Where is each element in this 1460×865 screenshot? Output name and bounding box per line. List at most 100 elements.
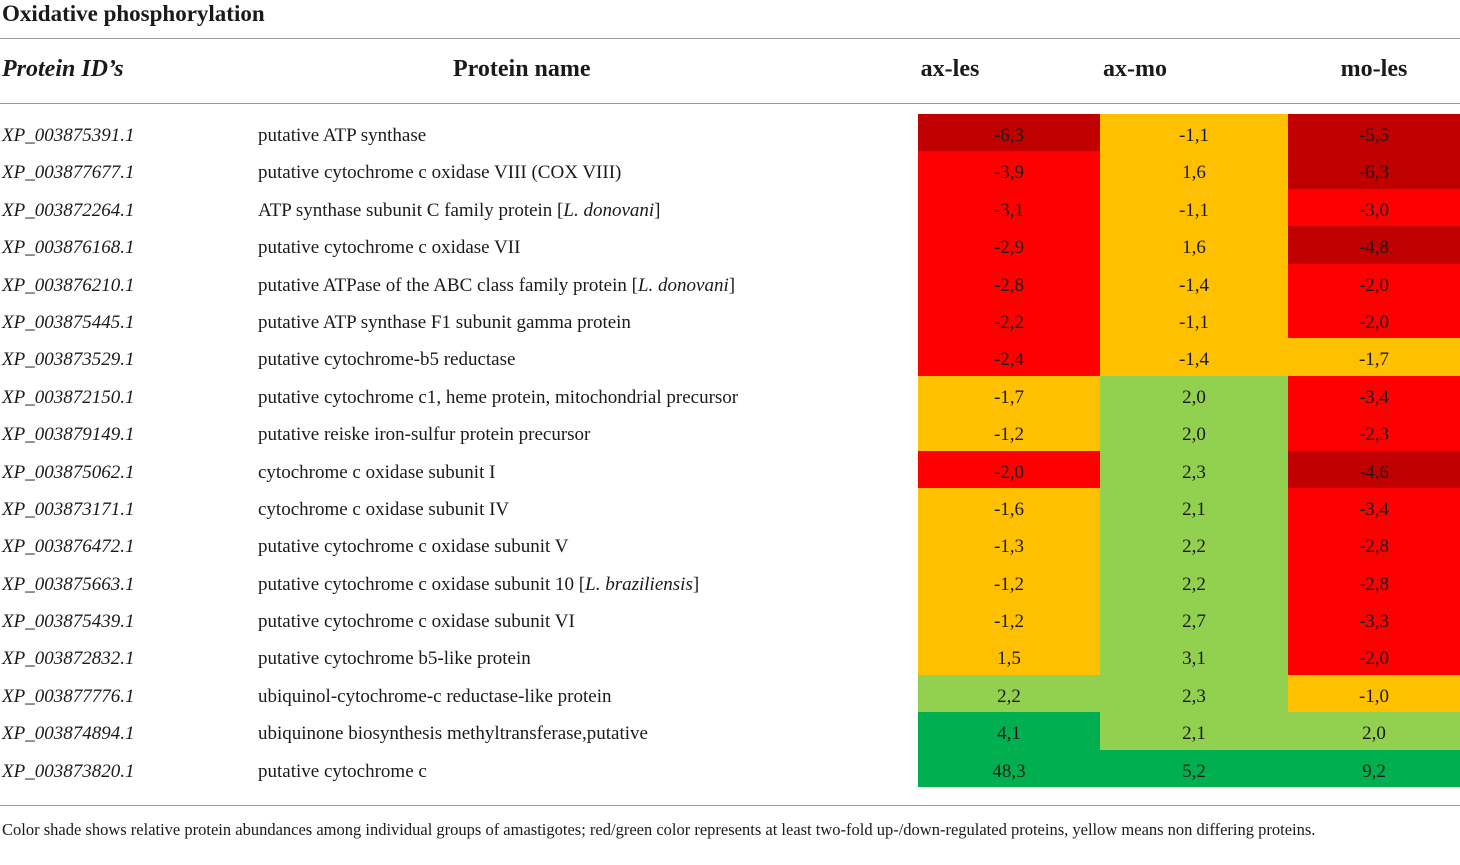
protein-id: XP_003875439.1	[2, 611, 135, 633]
protein-name: ubiquinol-cytochrome-c reductase-like pr…	[258, 675, 611, 719]
protein-name-text: putative cytochrome c oxidase VII	[258, 237, 521, 259]
protein-name-tail: ]	[692, 573, 700, 595]
ax-mo-value: 2,3	[1100, 450, 1288, 488]
ax-les-value: -1,6	[918, 487, 1100, 526]
protein-name-species: L. donovani	[563, 199, 655, 221]
protein-name: putative ATPase of the ABC class family …	[258, 264, 735, 308]
table-body: XP_003875391.1 putative ATP synthase -6,3-…	[0, 114, 1460, 788]
mo-les-value: -2,0	[1288, 263, 1460, 301]
protein-id: XP_003875663.1	[2, 573, 135, 595]
protein-name: cytochrome c oxidase subunit IV	[258, 488, 509, 532]
protein-name-text: ubiquinol-cytochrome-c reductase-like pr…	[258, 685, 612, 707]
mo-les-value: -2,3	[1288, 413, 1460, 451]
protein-id: XP_003877776.1	[2, 685, 135, 707]
ax-mo-value: 2,0	[1100, 413, 1288, 451]
protein-id: XP_003873171.1	[2, 498, 135, 520]
protein-id: XP_003874894.1	[2, 723, 135, 745]
mo-les-value: -3,0	[1288, 188, 1460, 227]
mo-les-value: -3,3	[1288, 600, 1460, 638]
ax-mo-value: -1,4	[1100, 263, 1288, 301]
ax-mo-value: 3,1	[1100, 637, 1288, 675]
protein-name: putative ATP synthase F1 subunit gamma p…	[258, 301, 631, 345]
protein-id: XP_003875445.1	[2, 311, 135, 333]
protein-name: cytochrome c oxidase subunit I	[258, 451, 495, 495]
protein-name-text: putative ATPase of the ABC class family …	[258, 274, 638, 296]
ax-mo-value: 2,3	[1100, 674, 1288, 713]
title-rule	[0, 38, 1460, 39]
table-row: XP_003877677.1 putative cytochrome c oxid…	[0, 151, 1460, 189]
protein-name: ubiquinone biosynthesis methyltransferas…	[258, 712, 648, 756]
protein-id: XP_003875062.1	[2, 461, 135, 483]
protein-name-text: cytochrome c oxidase subunit IV	[258, 498, 510, 520]
ax-les-value: -2,9	[918, 226, 1100, 264]
mo-les-value: -1,0	[1288, 674, 1460, 713]
protein-name: putative cytochrome c1, heme protein, mi…	[258, 376, 738, 420]
protein-name-text: putative reiske iron-sulfur protein prec…	[258, 424, 591, 446]
protein-name-species: L. braziliensis	[585, 573, 693, 595]
protein-name: putative reiske iron-sulfur protein prec…	[258, 413, 590, 457]
protein-name-text: putative cytochrome c oxidase subunit V	[258, 536, 569, 558]
table-row: XP_003874894.1 ubiquinone biosynthesis me…	[0, 712, 1460, 750]
ax-les-value: -2,2	[918, 300, 1100, 339]
protein-name: putative cytochrome c oxidase VII	[258, 226, 520, 270]
protein-name-text: cytochrome c oxidase subunit I	[258, 461, 496, 483]
protein-id: XP_003873529.1	[2, 349, 135, 371]
protein-name: putative cytochrome c oxidase VIII (COX …	[258, 151, 621, 195]
mo-les-value: -2,0	[1288, 637, 1460, 675]
table-row: XP_003875663.1 putative cytochrome c oxid…	[0, 562, 1460, 601]
ax-les-value: -1,3	[918, 525, 1100, 563]
protein-name: putative cytochrome c oxidase subunit VI	[258, 600, 575, 644]
protein-id: XP_003877677.1	[2, 162, 135, 184]
protein-name-tail: ]	[728, 274, 736, 296]
header-protein-name: Protein name	[453, 56, 591, 82]
protein-id: XP_003875391.1	[2, 125, 135, 146]
protein-name-text: putative ATP synthase	[258, 125, 427, 146]
table-row: XP_003875391.1 putative ATP synthase -6,3-…	[0, 114, 1460, 152]
ax-mo-value: 1,6	[1100, 151, 1288, 189]
protein-name: putative cytochrome c oxidase subunit V	[258, 525, 568, 569]
protein-id: XP_003872150.1	[2, 386, 135, 408]
protein-name: putative cytochrome c oxidase subunit 10…	[258, 563, 699, 607]
ax-mo-value: 2,1	[1100, 712, 1288, 750]
ax-les-value: -3,1	[918, 188, 1100, 227]
ax-les-value: -3,9	[918, 151, 1100, 189]
protein-id: XP_003873820.1	[2, 760, 135, 782]
protein-name-text: putative cytochrome-b5 reductase	[258, 349, 516, 371]
header-ax-mo: ax-mo	[1103, 56, 1167, 82]
table-row: XP_003872264.1 ATP synthase subunit C fam…	[0, 188, 1460, 227]
table-row: XP_003873171.1 cytochrome c oxidase subun…	[0, 487, 1460, 526]
protein-id: XP_003876168.1	[2, 237, 135, 259]
table-footnote: Color shade shows relative protein abund…	[2, 820, 1316, 839]
protein-name-text: ubiquinone biosynthesis methyltransferas…	[258, 723, 648, 745]
protein-name-species: L. donovani	[637, 274, 729, 296]
protein-name: putative cytochrome-b5 reductase	[258, 338, 515, 382]
protein-id: XP_003876472.1	[2, 536, 135, 558]
header-mo-les: mo-les	[1340, 56, 1408, 82]
ax-les-value: -1,2	[918, 413, 1100, 451]
ax-mo-value: -1,1	[1100, 114, 1288, 152]
protein-name-text: putative cytochrome c oxidase VIII (COX …	[258, 162, 622, 184]
header-ax-les: ax-les	[920, 56, 980, 82]
mo-les-value: -3,4	[1288, 487, 1460, 526]
table-row: XP_003876210.1 putative ATPase of the ABC…	[0, 263, 1460, 301]
protein-id: XP_003879149.1	[2, 424, 135, 446]
table-row: XP_003879149.1 putative reiske iron-sulfu…	[0, 413, 1460, 451]
protein-name-text: putative cytochrome b5-like protein	[258, 648, 531, 670]
ax-mo-value: 2,2	[1100, 562, 1288, 601]
mo-les-value: 9,2	[1288, 749, 1460, 788]
mo-les-value: -3,4	[1288, 375, 1460, 414]
protein-name-text: ATP synthase subunit C family protein [	[258, 199, 564, 221]
ax-les-value: -6,3	[918, 114, 1100, 152]
ax-les-value: -1,2	[918, 562, 1100, 601]
table-row: XP_003873820.1 putative cytochrome c 48,3 5…	[0, 749, 1460, 788]
protein-name-tail: ]	[654, 199, 661, 221]
protein-id: XP_003872832.1	[2, 648, 135, 670]
protein-name-text: putative cytochrome c oxidase subunit 10…	[258, 573, 586, 595]
mo-les-value: -4,6	[1288, 450, 1460, 488]
ax-mo-value: 5,2	[1100, 749, 1288, 788]
ax-mo-value: -1,4	[1100, 338, 1288, 376]
protein-name: putative ATP synthase	[258, 114, 426, 158]
table-row: XP_003872150.1 putative cytochrome c1, he…	[0, 375, 1460, 414]
mo-les-value: -1,7	[1288, 338, 1460, 376]
table-row: XP_003876168.1 putative cytochrome c oxid…	[0, 226, 1460, 264]
